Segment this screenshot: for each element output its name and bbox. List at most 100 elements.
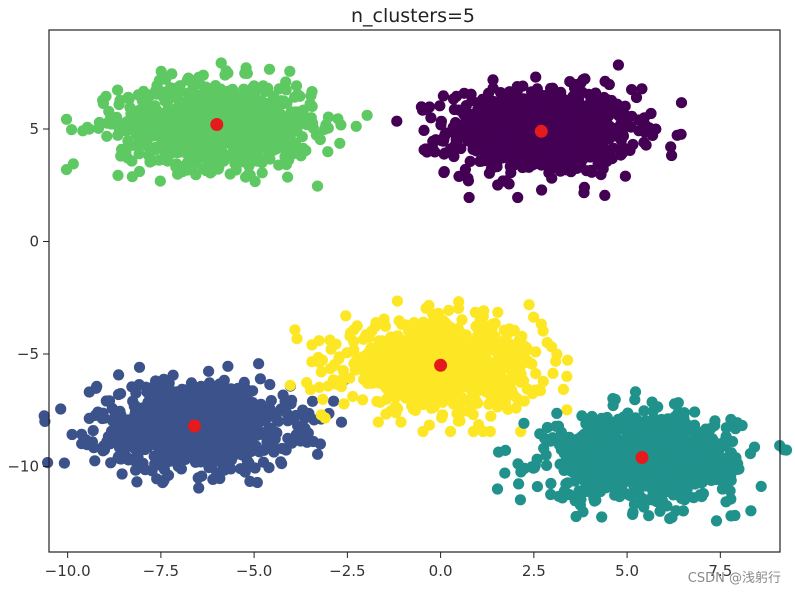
data-point [487, 374, 499, 386]
data-point [434, 100, 446, 112]
data-point [427, 135, 439, 147]
data-point [518, 395, 530, 407]
data-point [178, 403, 190, 416]
data-point [269, 433, 281, 445]
data-point [491, 483, 504, 495]
data-point [599, 189, 611, 201]
data-point [301, 377, 313, 389]
data-point [93, 116, 105, 129]
data-point [482, 87, 495, 99]
y-tick-label: −5 [17, 345, 39, 363]
y-tick-label: −10 [7, 458, 39, 476]
data-point [203, 365, 215, 377]
data-point [486, 318, 499, 330]
data-point [67, 158, 79, 170]
data-point [590, 494, 602, 506]
watermark: CSDN @浅躬行 [687, 571, 781, 586]
data-point [273, 159, 285, 171]
data-point [172, 145, 184, 157]
data-point [223, 446, 235, 458]
data-point [476, 339, 488, 352]
data-point [347, 390, 359, 403]
data-point [477, 352, 489, 364]
data-point [530, 71, 542, 83]
data-point [540, 449, 552, 461]
data-point [385, 376, 397, 388]
data-point [263, 142, 275, 154]
data-point [364, 354, 376, 366]
data-point [112, 84, 124, 96]
data-point [688, 492, 700, 504]
data-point [537, 325, 549, 337]
data-point [166, 68, 178, 80]
data-point [618, 445, 631, 457]
data-point [249, 140, 261, 152]
data-point [156, 140, 168, 152]
data-point [652, 475, 665, 487]
data-point [438, 148, 450, 160]
data-point [187, 451, 199, 463]
data-point [650, 123, 662, 135]
data-point [574, 137, 586, 149]
data-point [444, 425, 457, 438]
data-point [254, 408, 266, 420]
data-point [720, 435, 732, 447]
data-point [547, 367, 559, 379]
data-point [143, 417, 155, 429]
data-point [366, 377, 378, 389]
data-point [437, 90, 449, 102]
data-point [453, 296, 465, 308]
data-point [560, 164, 572, 176]
data-point [531, 481, 544, 493]
data-point [730, 452, 742, 464]
data-point [515, 146, 527, 158]
data-point [462, 172, 474, 184]
data-point [290, 80, 303, 92]
data-point [403, 358, 415, 370]
data-point [630, 91, 643, 104]
data-point [629, 386, 642, 398]
data-point [504, 141, 517, 153]
data-point [193, 152, 206, 164]
data-point [526, 358, 538, 370]
data-point [269, 410, 281, 422]
data-point [435, 134, 447, 147]
data-point [519, 346, 531, 359]
data-point [577, 153, 590, 165]
data-point [543, 104, 556, 117]
data-point [252, 107, 264, 119]
data-point [406, 328, 418, 340]
data-point [186, 164, 198, 176]
cluster-0-series [391, 59, 688, 204]
data-point [133, 165, 146, 178]
data-point [524, 155, 536, 168]
data-point [103, 395, 116, 407]
data-point [503, 178, 515, 190]
centroid-point [210, 118, 224, 131]
data-point [595, 462, 607, 475]
data-point [693, 463, 705, 475]
data-point [310, 129, 322, 141]
data-point [562, 354, 574, 366]
data-point [487, 74, 499, 86]
data-point [725, 413, 737, 426]
data-point [668, 398, 681, 410]
data-point [476, 100, 488, 112]
data-point [468, 123, 480, 135]
data-point [407, 346, 419, 358]
data-point [98, 440, 110, 452]
data-point [421, 319, 433, 332]
data-point [219, 419, 231, 432]
data-point [446, 126, 458, 138]
data-point [123, 93, 135, 105]
data-point [640, 139, 652, 151]
data-point [725, 493, 737, 505]
x-tick-label: −5.0 [236, 562, 272, 580]
data-point [554, 439, 566, 451]
data-point [304, 98, 316, 110]
data-point [636, 83, 648, 95]
data-point [214, 472, 226, 485]
data-point [515, 368, 527, 380]
data-point [140, 381, 152, 393]
